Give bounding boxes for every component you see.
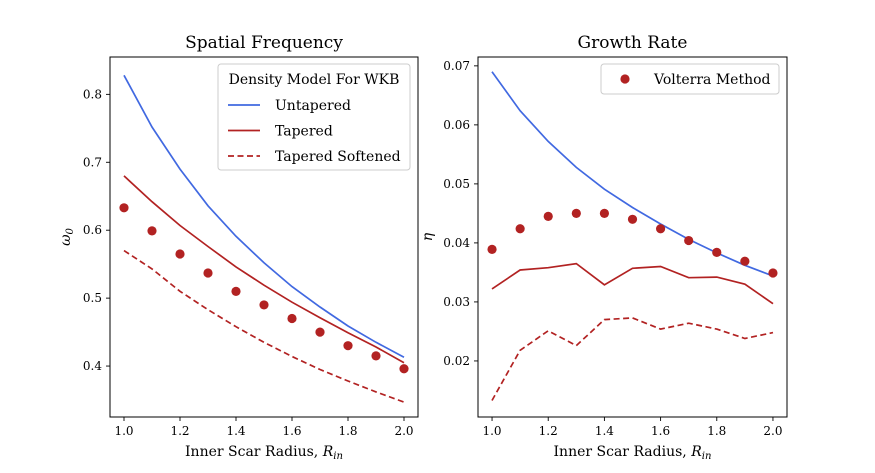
legend-label: Untapered: [275, 98, 351, 114]
legend-marker: [620, 74, 630, 84]
x-tick-label: 1.4: [595, 424, 614, 438]
x-tick-label: 1.2: [170, 424, 189, 438]
legend-label: Tapered: [275, 124, 333, 140]
spatial-frequency-panel: 1.0 1.2 1.4 1.6 1.8 2.0 0.4 0.5 0.6 0.7 0.8 Spatial…: [58, 33, 419, 462]
y-tick-label: 0.07: [443, 59, 470, 73]
data-point: [768, 268, 778, 278]
series-line: [491, 262, 774, 305]
data-point: [371, 351, 381, 361]
y-axis-label: ω0: [58, 228, 76, 246]
data-point: [515, 224, 525, 234]
x-tick-label: 1.4: [226, 424, 245, 438]
chart-title: Spatial Frequency: [185, 33, 343, 53]
x-tick-label: 1.6: [651, 424, 670, 438]
y-tick-label: 0.06: [443, 118, 470, 132]
legend-box: [600, 63, 780, 95]
legend-label: Volterra Method: [653, 72, 771, 88]
legend: Volterra Method: [600, 63, 780, 95]
legend-box: [217, 63, 411, 171]
data-point: [259, 300, 269, 310]
y-tick-label: 0.7: [83, 155, 102, 169]
data-point: [712, 247, 722, 257]
data-point: [175, 249, 185, 259]
data-point: [627, 214, 638, 224]
data-point: [203, 268, 213, 278]
data-point: [655, 224, 666, 234]
legend: Density Model For WKB Untapered Tapered Tap…: [217, 63, 411, 171]
data-point: [740, 256, 750, 266]
series-line: [491, 317, 774, 401]
x-tick-label: 2.0: [763, 424, 782, 438]
x-tick-label: 1.6: [282, 424, 301, 438]
y-tick-label: 0.03: [443, 295, 470, 309]
series-line: [123, 249, 405, 403]
series-line: [491, 71, 774, 277]
data-point: [315, 327, 325, 337]
data-point: [684, 235, 694, 246]
y-axis-label: η: [420, 232, 436, 241]
y-tick-label: 0.04: [443, 236, 470, 250]
data-point: [571, 208, 581, 218]
series-line: [123, 74, 405, 358]
data-point: [543, 211, 553, 221]
y-tick-label: 0.4: [83, 359, 102, 373]
x-tick-label: 1.2: [539, 424, 558, 438]
legend-label: Tapered Softened: [275, 149, 401, 165]
data-point: [343, 341, 353, 351]
data-point: [599, 208, 610, 218]
y-tick-label: 0.5: [83, 291, 102, 305]
legend-title: Density Model For WKB: [229, 72, 400, 88]
x-tick-label: 1.8: [707, 424, 726, 438]
x-tick-label: 2.0: [394, 424, 413, 438]
growth-rate-panel: 1.0 1.2 1.4 1.6 1.8 2.0 0.02 0.03 0.04 0.05 0.06 0.…: [420, 33, 788, 462]
chart-title: Growth Rate: [578, 33, 688, 53]
y-tick-label: 0.02: [443, 354, 470, 368]
series-line: [123, 175, 405, 364]
x-tick-label: 1.8: [338, 424, 357, 438]
y-tick-label: 0.8: [83, 87, 102, 101]
data-point: [147, 226, 157, 236]
x-axis-label: Inner Scar Radius, Rin: [185, 444, 343, 462]
x-tick-label: 1.0: [114, 424, 133, 438]
x-tick-label: 1.0: [482, 424, 501, 438]
data-point: [399, 364, 409, 374]
data-point: [287, 313, 297, 324]
x-axis-label: Inner Scar Radius, Rin: [554, 444, 712, 462]
data-point: [231, 286, 241, 296]
axes-frame: [477, 56, 788, 418]
y-tick-label: 0.05: [443, 177, 470, 191]
data-point: [119, 203, 129, 213]
y-tick-label: 0.6: [83, 223, 102, 237]
axes-frame: [109, 56, 419, 418]
data-point: [487, 244, 497, 254]
